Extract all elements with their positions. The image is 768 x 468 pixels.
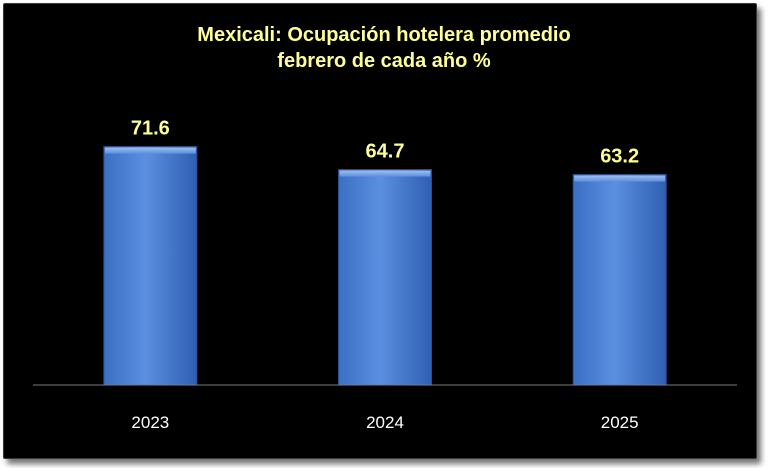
data-label-2023: 71.6	[131, 118, 170, 140]
bars-group	[103, 146, 667, 386]
data-label-2025: 63.2	[600, 146, 639, 168]
bar-2023	[103, 146, 198, 386]
chart-title-line-2: febrero de cada año %	[277, 50, 491, 72]
data-labels: 71.6 64.7 63.2	[131, 118, 639, 168]
data-label-2024: 64.7	[366, 141, 405, 163]
x-tick-label-2023: 2023	[131, 413, 169, 432]
bar-highlight-2024	[339, 170, 431, 177]
chart-title-line-1: Mexicali: Ocupación hotelera promedio	[197, 24, 571, 46]
bar-highlight-2025	[574, 175, 666, 182]
x-tick-label-2024: 2024	[366, 413, 404, 432]
x-tick-label-2025: 2025	[601, 413, 639, 432]
x-tick-labels: 2023 2024 2025	[131, 413, 638, 432]
chart-title: Mexicali: Ocupación hotelera promedio fe…	[0, 22, 768, 74]
bar-2025	[572, 174, 667, 386]
bar-2024	[338, 169, 432, 386]
bar-highlight-2023	[104, 147, 196, 154]
